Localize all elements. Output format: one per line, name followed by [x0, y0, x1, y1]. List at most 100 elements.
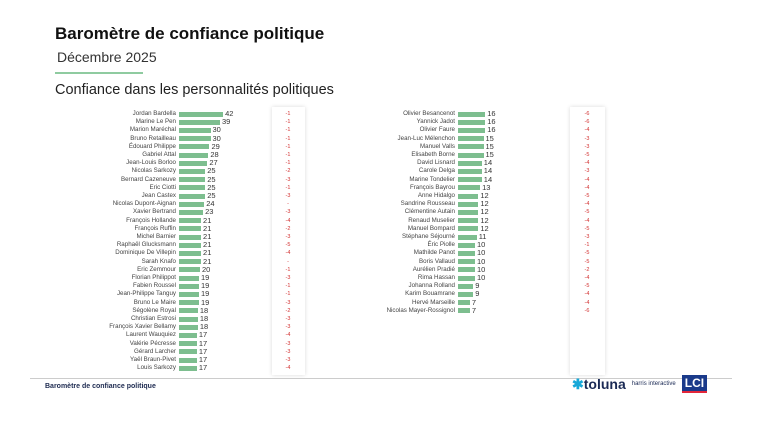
value-label: 23 — [205, 207, 214, 217]
person-name: Bruno Le Maire — [133, 298, 176, 306]
delta-label: -5 — [285, 242, 291, 249]
person-name: Raphaël Glucksmann — [116, 241, 176, 249]
delta-label: -5 — [584, 152, 590, 158]
section-title: Confiance dans les personnalités politiq… — [55, 82, 334, 98]
bar — [458, 144, 484, 150]
delta-label: -4 — [584, 160, 590, 167]
delta-label: -5 — [584, 258, 590, 265]
person-name: Carole Delga — [418, 167, 455, 175]
value-label: 42 — [225, 109, 234, 118]
delta-label: -1 — [285, 152, 291, 158]
bar — [179, 218, 202, 224]
report-title: Baromètre de confiance politique — [55, 24, 325, 43]
delta-label: -1 — [285, 184, 291, 191]
value-label: 21 — [203, 248, 212, 258]
person-name: Yaël Braun-Pivet — [130, 356, 176, 363]
person-name: Gabriel Attal — [142, 151, 176, 158]
bar — [179, 341, 197, 347]
delta-label: -4 — [584, 275, 590, 281]
value-label: 17 — [198, 363, 208, 373]
person-name: Florian Philippot — [131, 274, 176, 281]
bar — [179, 185, 206, 191]
bar — [179, 234, 202, 240]
bar — [458, 111, 486, 117]
person-name: Sarah Knafo — [141, 257, 176, 265]
bar — [179, 226, 202, 232]
delta-label: -5 — [584, 250, 590, 257]
person-name: François Ruffin — [134, 224, 177, 232]
value-label: 12 — [480, 199, 489, 209]
bar — [458, 250, 475, 256]
person-name: Jean-Louis Borloo — [126, 159, 176, 167]
report-date: Décembre 2025 — [57, 49, 157, 65]
person-name: Jean-Luc Mélenchon — [397, 134, 455, 142]
value-label: 14 — [483, 166, 493, 176]
value-label: 16 — [487, 125, 496, 135]
delta-label: -3 — [584, 234, 590, 240]
value-label: 12 — [480, 223, 489, 233]
delta-label: -4 — [285, 365, 291, 372]
toluna-logo: ✱toluna — [572, 376, 626, 393]
person-name: Jordan Bardella — [132, 110, 176, 117]
value-label: 10 — [477, 256, 486, 266]
delta-label: -2 — [584, 266, 590, 273]
value-label: 25 — [207, 191, 216, 200]
value-label: 25 — [207, 182, 216, 192]
toluna-wordmark: toluna — [583, 375, 626, 392]
bar — [458, 185, 481, 191]
bar — [458, 259, 475, 265]
value-label: 21 — [203, 215, 212, 225]
value-label: 7 — [471, 305, 477, 315]
person-name: Olivier Faure — [419, 126, 455, 134]
person-name: Marine Tondelier — [409, 175, 455, 183]
person-name: Fabien Roussel — [133, 282, 176, 290]
person-name: Yannick Jadot — [416, 118, 455, 126]
person-name: Marion Maréchal — [129, 126, 176, 134]
person-name: Manuel Bompard — [407, 224, 455, 232]
bar — [458, 291, 474, 297]
value-label: 14 — [483, 174, 493, 184]
value-label: 12 — [480, 207, 489, 217]
person-name: Clémentine Autain — [404, 208, 455, 216]
delta-label: -1 — [285, 291, 291, 298]
person-name: Mathilde Panot — [413, 249, 455, 257]
delta-label: -1 — [285, 266, 291, 273]
delta-label: -4 — [584, 176, 590, 183]
delta-label: -5 — [584, 225, 590, 232]
person-name: Aurélien Pradié — [412, 265, 455, 273]
delta-label: -4 — [584, 299, 590, 306]
person-name: Louis Sarkozy — [137, 364, 176, 372]
delta-panel-left — [272, 107, 305, 375]
value-label: 16 — [487, 109, 496, 118]
value-label: 16 — [487, 117, 496, 127]
bar — [458, 308, 470, 314]
value-label: 13 — [482, 182, 491, 192]
value-label: 21 — [203, 256, 212, 266]
delta-label: -5 — [584, 209, 590, 216]
bar — [179, 300, 199, 306]
delta-label: -3 — [285, 357, 291, 363]
value-label: 27 — [209, 158, 218, 168]
person-name: Nicolas Sarkozy — [131, 167, 176, 175]
value-label: 17 — [198, 346, 208, 356]
bar — [179, 357, 197, 363]
person-name: Eric Zemmour — [137, 265, 176, 273]
delta-label: -3 — [285, 234, 291, 240]
value-label: 21 — [203, 232, 212, 241]
bar — [458, 136, 484, 142]
bar — [179, 349, 197, 355]
bar — [179, 209, 204, 215]
person-name: Dominique De Villepin — [115, 249, 176, 257]
delta-label: - — [287, 201, 289, 208]
delta-label: -1 — [285, 127, 291, 134]
value-label: 11 — [478, 232, 487, 241]
bar — [458, 193, 479, 199]
bar — [458, 275, 475, 281]
person-name: Karim Bouamrane — [405, 290, 455, 298]
value-label: 10 — [477, 240, 486, 250]
delta-label: -3 — [285, 348, 291, 355]
person-name: Hervé Marseille — [412, 298, 455, 306]
bar — [458, 168, 482, 174]
person-name: François Hollande — [126, 216, 176, 224]
person-name: Nicolas Mayer-Rossignol — [386, 306, 455, 314]
